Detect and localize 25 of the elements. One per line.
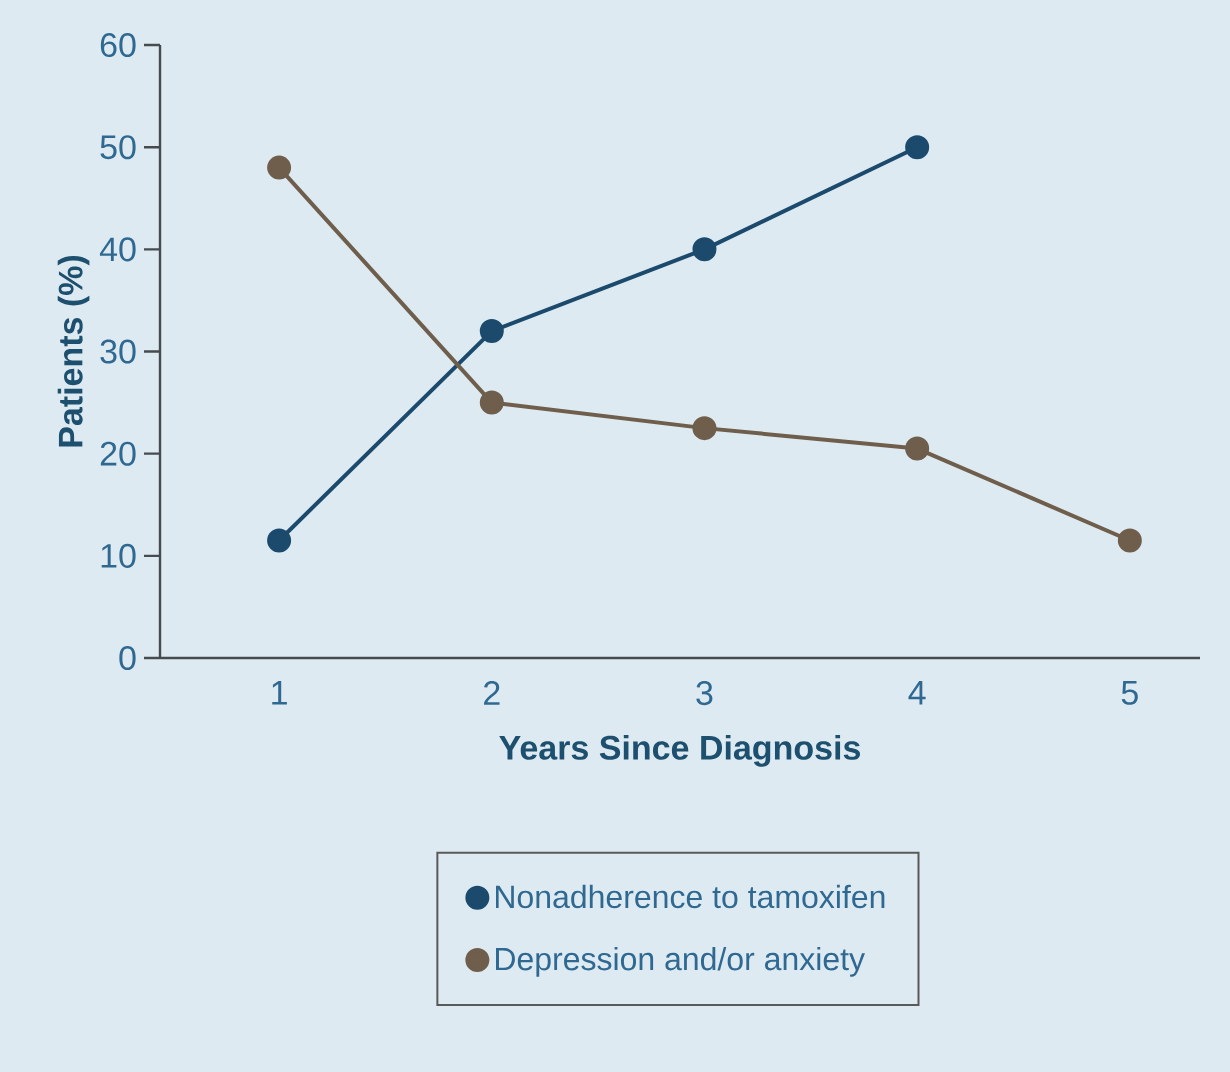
x-tick-label: 5	[1121, 681, 1138, 705]
y-tick-label: 0	[119, 645, 136, 671]
x-tick-label: 2	[484, 681, 500, 705]
y-tick-label: 50	[100, 135, 136, 160]
legend-label: Nonadherence to tamoxifen	[496, 884, 885, 909]
point	[692, 416, 717, 441]
x-tick-label: 1	[272, 681, 287, 705]
point	[479, 390, 504, 415]
x-axis-title: Years Since Diagnosis	[499, 734, 860, 767]
y-axis-title: Patients (%)	[57, 255, 90, 447]
y-tick-label: 40	[99, 237, 136, 262]
y-tick-label: 30	[100, 339, 136, 364]
y-tick-label: 60	[100, 32, 136, 58]
x-tick-label: 4	[908, 681, 926, 705]
point	[267, 528, 292, 553]
y-tick-label: 20	[100, 441, 136, 466]
point	[692, 237, 717, 262]
x-tick-label: 3	[696, 681, 713, 706]
point	[1117, 528, 1142, 553]
y-tick-label: 10	[101, 543, 136, 568]
point	[267, 155, 292, 180]
point	[905, 135, 930, 160]
legend-label: Depression and/or anxiety	[496, 946, 865, 977]
point	[479, 319, 504, 344]
point	[905, 436, 930, 461]
